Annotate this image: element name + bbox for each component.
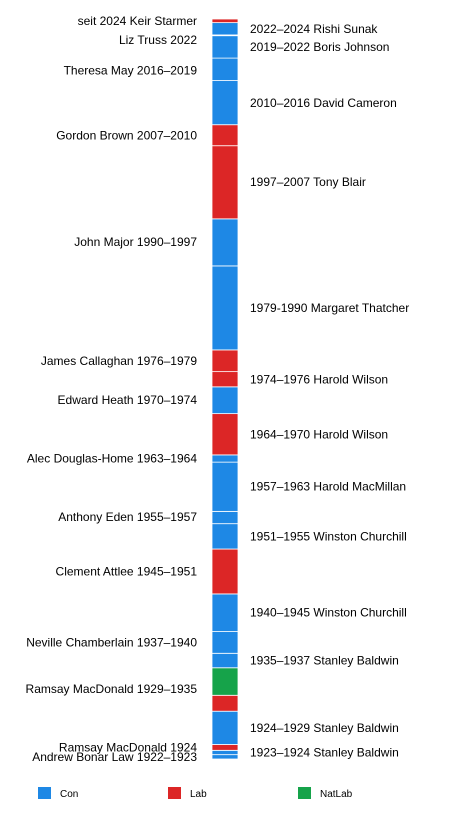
segment-con-15 — [211, 386, 239, 415]
left-label-7: Alec Douglas-Home 1963–1964 — [27, 452, 197, 466]
left-label-2: Theresa May 2016–2019 — [64, 63, 198, 77]
segment-con-10 — [211, 523, 239, 550]
legend-swatch-natlab — [298, 787, 311, 799]
right-label-9: 1940–1945 Winston Churchill — [250, 606, 407, 620]
segment-con-11 — [211, 510, 239, 525]
left-label-1: Liz Truss 2022 — [119, 33, 197, 47]
segment-con-0 — [211, 754, 239, 760]
right-label-5: 1974–1976 Harold Wilson — [250, 373, 388, 387]
segment-con-6 — [211, 652, 239, 669]
left-label-5: James Callaghan 1976–1979 — [41, 354, 197, 368]
left-label-10: Neville Chamberlain 1937–1940 — [26, 635, 197, 649]
segment-con-24 — [211, 35, 239, 59]
timeline-bar — [211, 18, 239, 760]
right-label-12: 1923–1924 Stanley Baldwin — [250, 745, 399, 759]
left-label-9: Clement Attlee 1945–1951 — [56, 564, 198, 578]
segment-lab-21 — [211, 124, 239, 147]
legend: Con Lab NatLab — [38, 787, 353, 800]
segment-con-13 — [211, 454, 239, 463]
legend-label-lab: Lab — [190, 789, 207, 800]
legend-swatch-con — [38, 787, 51, 799]
right-label-11: 1924–1929 Stanley Baldwin — [250, 721, 399, 735]
segment-lab-16 — [211, 371, 239, 388]
segment-lab-2 — [211, 744, 239, 751]
right-label-7: 1957–1963 Harold MacMillan — [250, 480, 406, 494]
left-label-11: Ramsay MacDonald 1929–1935 — [26, 682, 198, 696]
segment-con-7 — [211, 631, 239, 654]
legend-label-natlab: NatLab — [320, 789, 353, 800]
right-label-8: 1951–1955 Winston Churchill — [250, 530, 407, 544]
segment-lab-17 — [211, 349, 239, 373]
left-labels: seit 2024 Keir Starmer Liz Truss 2022 Ther… — [26, 14, 198, 764]
segment-lab-4 — [211, 694, 239, 712]
left-label-13: Andrew Bonar Law 1922–1923 — [32, 750, 197, 764]
segment-lab-14 — [211, 413, 239, 456]
legend-swatch-lab — [168, 787, 181, 799]
left-label-3: Gordon Brown 2007–2010 — [56, 129, 197, 143]
segment-con-1 — [211, 749, 239, 756]
right-label-4: 1979-1990 Margaret Thatcher — [250, 301, 409, 315]
left-label-8: Anthony Eden 1955–1957 — [58, 510, 197, 524]
left-label-12: Ramsay MacDonald 1924 — [59, 740, 197, 754]
segment-con-26 — [211, 22, 239, 36]
segment-lab-27 — [211, 18, 239, 24]
right-label-0: 2022–2024 Rishi Sunak — [250, 22, 378, 36]
segment-con-23 — [211, 57, 239, 81]
right-label-1: 2019–2022 Boris Johnson — [250, 40, 389, 54]
segment-con-22 — [211, 80, 239, 126]
right-labels: 2022–2024 Rishi Sunak 2019–2022 Boris Joh… — [250, 22, 409, 759]
right-label-3: 1997–2007 Tony Blair — [250, 175, 366, 189]
left-label-0: seit 2024 Keir Starmer — [78, 14, 197, 28]
segment-lab-9 — [211, 548, 239, 595]
right-label-2: 2010–2016 David Cameron — [250, 96, 397, 110]
right-label-10: 1935–1937 Stanley Baldwin — [250, 654, 399, 668]
segment-con-12 — [211, 461, 239, 512]
left-label-4: John Major 1990–1997 — [74, 235, 197, 249]
segment-con-3 — [211, 710, 239, 745]
segment-con-19 — [211, 218, 239, 267]
segment-con-18 — [211, 265, 239, 351]
right-label-6: 1964–1970 Harold Wilson — [250, 428, 388, 442]
segment-lab-20 — [211, 145, 239, 220]
segment-natlab-5 — [211, 667, 239, 696]
legend-label-con: Con — [60, 789, 78, 800]
left-label-6: Edward Heath 1970–1974 — [58, 393, 198, 407]
segment-con-8 — [211, 593, 239, 632]
